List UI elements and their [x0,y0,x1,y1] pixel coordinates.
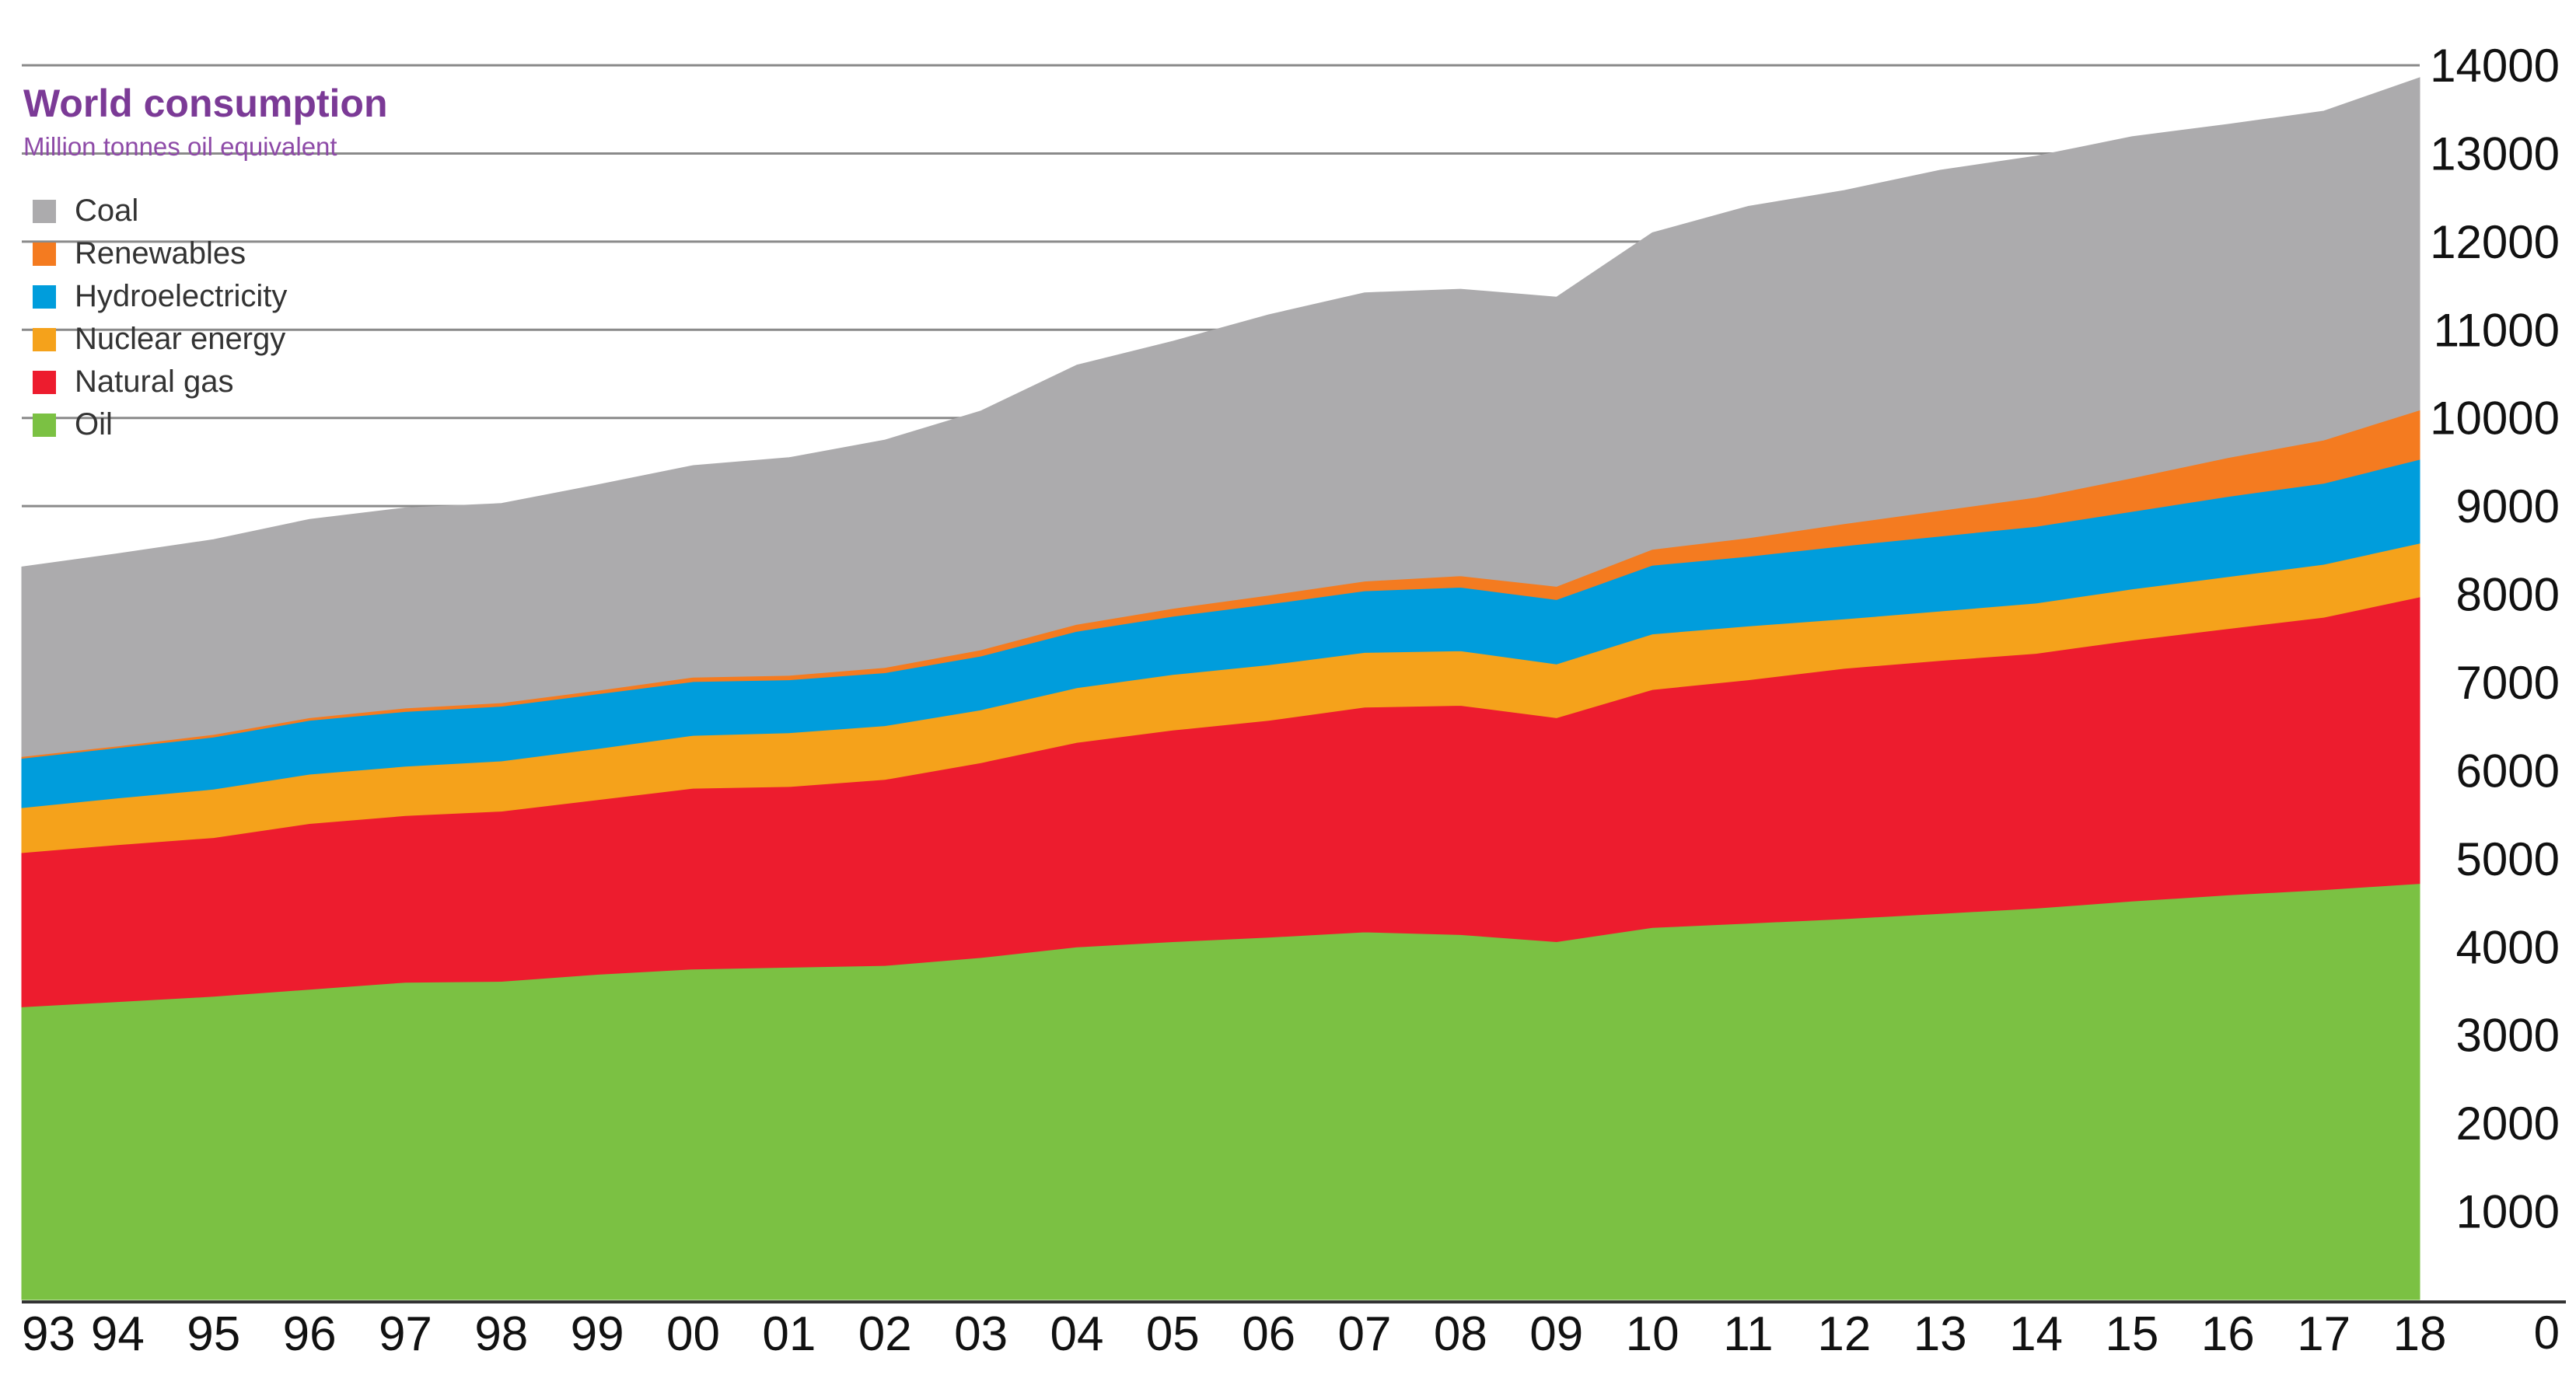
x-tick-10: 10 [1626,1307,1679,1361]
y-tick-9000: 9000 [2456,480,2560,532]
x-tick-06: 06 [1242,1307,1295,1361]
legend-label-natural-gas: Natural gas [75,365,234,399]
area-coal [21,77,2420,757]
y-tick-3000: 3000 [2456,1010,2560,1062]
x-tick-07: 07 [1338,1307,1392,1361]
legend-swatch-oil [33,413,56,437]
x-tick-15: 15 [2105,1307,2158,1361]
y-tick-14000: 14000 [2430,40,2560,92]
x-tick-14: 14 [2009,1307,2063,1361]
y-tick-13000: 13000 [2430,127,2560,180]
y-tick-7000: 7000 [2456,657,2560,709]
legend-swatch-nuclear-energy [33,327,56,351]
x-tick-04: 04 [1050,1307,1103,1361]
x-tick-94: 94 [91,1307,145,1361]
legend-swatch-renewables [33,242,56,266]
legend: Coal Renewables Hydroelectricity Nuclear… [33,190,287,446]
x-tick-16: 16 [2201,1307,2255,1361]
legend-label-hydroelectricity: Hydroelectricity [75,279,288,313]
y-tick-11000: 11000 [2434,304,2560,356]
y-tick-12000: 12000 [2430,216,2560,268]
chart-title: World consumption [23,82,388,125]
title-block: World consumption Million tonnes oil equ… [23,81,387,162]
legend-label-coal: Coal [75,194,139,228]
legend-swatch-coal [33,199,56,223]
x-tick-95: 95 [187,1307,240,1361]
legend-swatch-hydroelectricity [33,284,56,309]
x-tick-17: 17 [2297,1307,2351,1361]
x-tick-03: 03 [954,1307,1008,1361]
legend-item-oil: Oil [33,403,287,446]
y-tick-1000: 1000 [2456,1186,2560,1238]
x-tick-09: 09 [1529,1307,1583,1361]
legend-item-natural-gas: Natural gas [33,361,287,403]
legend-swatch-natural-gas [33,370,56,394]
x-tick-labels: 93 94 95 96 97 98 99 00 01 02 03 04 05 06 07 08 09 10 11 12… [22,1307,2446,1361]
y-tick-2000: 2000 [2456,1098,2560,1150]
x-tick-98: 98 [474,1307,528,1361]
x-tick-00: 00 [666,1307,720,1361]
legend-label-oil: Oil [75,407,113,441]
x-tick-12: 12 [1817,1307,1871,1361]
x-tick-01: 01 [762,1307,816,1361]
legend-item-renewables: Renewables [33,232,287,275]
x-tick-99: 99 [571,1307,624,1361]
x-tick-93: 93 [22,1307,75,1361]
y-tick-6000: 6000 [2456,745,2560,797]
x-tick-97: 97 [379,1307,432,1361]
x-tick-08: 08 [1434,1307,1487,1361]
x-tick-18: 18 [2393,1307,2447,1361]
x-tick-02: 02 [858,1307,912,1361]
legend-item-coal: Coal [33,190,287,232]
legend-label-renewables: Renewables [75,236,246,270]
series-areas [21,77,2420,1300]
legend-item-hydroelectricity: Hydroelectricity [33,275,287,318]
legend-item-nuclear-energy: Nuclear energy [33,318,287,361]
y-tick-8000: 8000 [2456,569,2560,621]
legend-label-nuclear-energy: Nuclear energy [75,322,286,356]
y-tick-labels: 1000 2000 3000 4000 5000 6000 7000 8000 9000 1000… [2430,40,2560,1359]
y-tick-0: 0 [2534,1307,2560,1359]
x-tick-13: 13 [1914,1307,1967,1361]
chart-subtitle: Million tonnes oil equivalent [23,132,337,161]
y-tick-4000: 4000 [2456,921,2560,973]
y-tick-10000: 10000 [2430,393,2560,445]
y-tick-5000: 5000 [2456,833,2560,885]
x-tick-05: 05 [1146,1307,1200,1361]
x-tick-96: 96 [283,1307,337,1361]
x-tick-11: 11 [1723,1307,1773,1361]
